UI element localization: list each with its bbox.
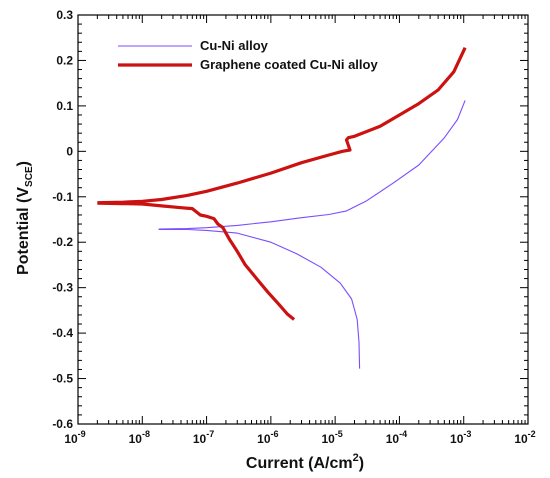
- y-tick-label: -0.3: [52, 281, 73, 295]
- y-tick-label: 0: [66, 144, 73, 158]
- x-tick-label: 10-9: [64, 429, 85, 446]
- y-tick-label: -0.1: [52, 190, 73, 204]
- x-tick-label: 10-4: [386, 429, 407, 446]
- x-tick-label: 10-3: [450, 429, 471, 446]
- legend-label: Graphene coated Cu-Ni alloy: [200, 57, 378, 72]
- y-axis-title: Potential (VSCE): [15, 161, 35, 275]
- series-line-cu-ni-anodic: [158, 100, 466, 230]
- y-tick-label: -0.6: [52, 417, 73, 431]
- series-line-graphene-cu-ni-anodic: [97, 47, 467, 205]
- y-tick-label: 0.2: [56, 53, 73, 67]
- axis-ticks: [77, 14, 529, 425]
- tick-labels: 0.3 0.2 0.1 0 -0.1 -0.2 -0.3 -0.4 -0.5 -0.610-9 10…: [52, 8, 535, 446]
- y-tick-label: -0.5: [52, 372, 73, 386]
- x-tick-label: 10-6: [257, 429, 278, 446]
- x-tick-label: 10-7: [193, 429, 214, 446]
- plot-frame: [77, 14, 529, 425]
- y-tick-label: 0.3: [56, 8, 73, 22]
- plot-area: [77, 14, 529, 425]
- legend-label: Cu-Ni alloy: [200, 38, 269, 53]
- series-line-cu-ni-cathodic: [158, 228, 361, 369]
- x-tick-label: 10-2: [514, 429, 535, 446]
- x-tick-label: 10-5: [321, 429, 342, 446]
- y-tick-label: 0.1: [56, 99, 73, 113]
- y-tick-label: -0.2: [52, 235, 73, 249]
- legend: Cu-Ni alloy Graphene coated Cu-Ni alloy: [118, 38, 378, 72]
- x-tick-label: 10-8: [129, 429, 150, 446]
- series-line-graphene-cu-ni-cathodic: [97, 201, 296, 321]
- y-tick-label: -0.4: [52, 326, 73, 340]
- x-axis-title: Current (A/cm2): [246, 452, 364, 472]
